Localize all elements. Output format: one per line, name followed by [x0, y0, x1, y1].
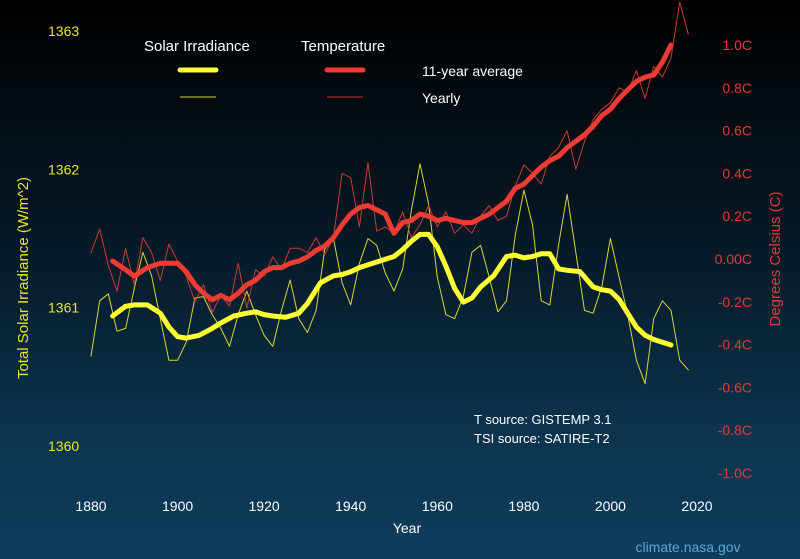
series-layer [90, 1, 689, 385]
credit-text: climate.nasa.gov [635, 539, 740, 555]
right-tick-label: 0.6C [722, 123, 752, 139]
left-tick-label: 1360 [48, 438, 79, 454]
x-axis-ticks: 1880 1900 1920 1940 1960 1980 2000 2020 [75, 498, 712, 514]
right-axis-title: Degrees Celsius (C) [767, 191, 784, 326]
x-tick-label: 1880 [75, 498, 106, 514]
legend-header-solar: Solar Irradiance [144, 38, 250, 55]
x-tick-label: 1940 [335, 498, 366, 514]
left-axis-title: Total Solar Irradiance (W/m^2) [15, 177, 32, 379]
left-tick-label: 1362 [48, 161, 79, 177]
right-tick-label: 0.00C [715, 251, 752, 267]
right-tick-label: -0.6C [718, 379, 752, 395]
x-tick-label: 1920 [249, 498, 280, 514]
legend: Solar Irradiance Temperature 11-year ave… [144, 38, 523, 106]
x-tick-label: 1980 [508, 498, 539, 514]
x-tick-label: 2020 [681, 498, 712, 514]
right-axis-ticks: -1.0C -0.8C -0.6C -0.4C -0.2C 0.00C 0.2C 0.4C 0.… [715, 37, 752, 481]
right-tick-label: 0.8C [722, 80, 752, 96]
right-tick-label: 1.0C [722, 37, 752, 53]
series-line-solar-irradiance-yearly [90, 163, 689, 385]
x-tick-label: 1960 [422, 498, 453, 514]
x-tick-label: 1900 [162, 498, 193, 514]
right-tick-label: 0.2C [722, 208, 752, 224]
right-tick-label: -1.0C [718, 465, 752, 481]
right-tick-label: -0.8C [718, 422, 752, 438]
annotation-tsi-source: TSI source: SATIRE-T2 [474, 431, 610, 446]
left-tick-label: 1363 [48, 23, 79, 39]
series-line-solar-irradiance-11-year-average [110, 231, 674, 348]
legend-row-average: 11-year average [422, 63, 523, 79]
annotation-t-source: T source: GISTEMP 3.1 [474, 412, 612, 427]
right-tick-label: -0.4C [718, 337, 752, 353]
series-line-temperature-11-year-average [110, 42, 674, 303]
x-axis-title: Year [393, 520, 422, 536]
right-tick-label: 0.4C [722, 165, 752, 181]
legend-row-yearly: Yearly [422, 90, 460, 106]
left-axis-ticks: 1360 1361 1362 1363 [48, 23, 79, 454]
legend-header-temperature: Temperature [301, 38, 385, 55]
x-tick-label: 2000 [595, 498, 626, 514]
left-tick-label: 1361 [48, 300, 79, 316]
right-tick-label: -0.2C [718, 294, 752, 310]
